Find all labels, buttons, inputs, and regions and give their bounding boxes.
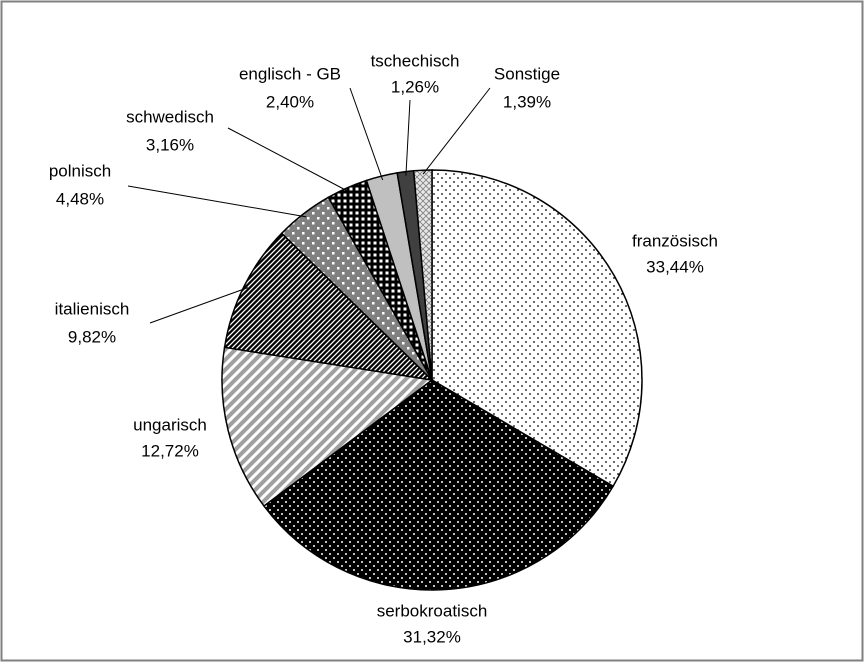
slice-value-label: 3,16% (146, 135, 194, 154)
leader-line (227, 127, 349, 193)
slice-label: schwedisch (126, 107, 214, 126)
slice-label: französisch (632, 231, 718, 250)
slice-value-label: 4,48% (56, 189, 104, 208)
pie-slice (262, 379, 615, 591)
slice-label: ungarisch (133, 415, 207, 434)
slice-label: englisch - GB (239, 64, 341, 83)
slice-label: Sonstige (494, 64, 560, 83)
leader-line (405, 99, 411, 176)
leader-line (149, 287, 249, 324)
slice-value-label: 1,39% (503, 92, 551, 111)
pie-slice (223, 232, 435, 382)
slice-label: tschechisch (371, 51, 460, 70)
pie-slice (431, 169, 643, 488)
slice-value-label: 33,44% (646, 257, 704, 276)
pie-slice (412, 169, 433, 381)
slice-value-label: 9,82% (68, 327, 116, 346)
pie-slice (221, 346, 434, 507)
leader-line (349, 87, 384, 181)
leader-line (422, 87, 491, 175)
slice-value-label: 1,26% (391, 77, 439, 96)
slice-label: serbokroatisch (377, 601, 488, 620)
slice-value-label: 2,40% (266, 92, 314, 111)
slice-label: polnisch (49, 161, 111, 180)
slice-value-label: 12,72% (141, 441, 199, 460)
leader-line (127, 185, 307, 218)
slice-label: italienisch (55, 299, 130, 318)
slice-value-label: 31,32% (403, 627, 461, 646)
